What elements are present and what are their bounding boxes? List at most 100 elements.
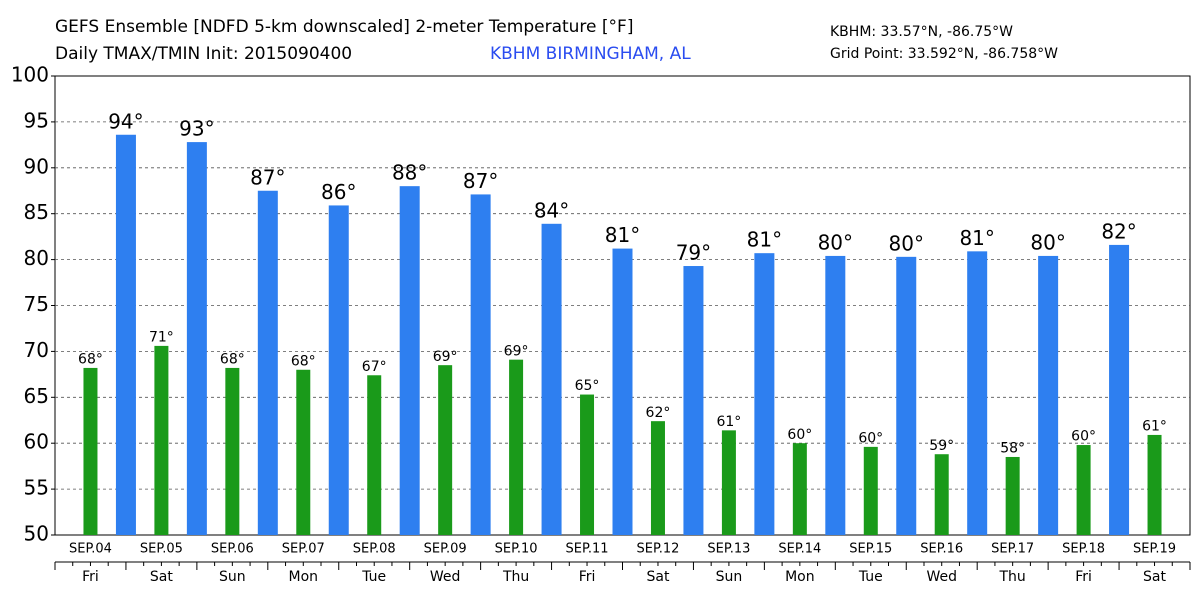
y-tick-label: 85 bbox=[24, 200, 49, 224]
bar bbox=[399, 186, 420, 535]
weekday-label: Fri bbox=[579, 569, 596, 585]
bar bbox=[257, 190, 278, 535]
weekday-label: Mon bbox=[785, 569, 815, 585]
bar bbox=[438, 365, 453, 535]
value-label: 61° bbox=[716, 414, 741, 430]
value-label: 94° bbox=[108, 109, 143, 133]
value-label: 93° bbox=[179, 117, 214, 141]
weekday-label: Thu bbox=[502, 569, 529, 585]
bar bbox=[296, 369, 311, 535]
x-tick-label: SEP.06 bbox=[211, 542, 254, 557]
value-label: 68° bbox=[291, 353, 316, 369]
x-tick-label: SEP.05 bbox=[140, 542, 183, 557]
bar bbox=[83, 367, 98, 535]
value-label: 60° bbox=[858, 430, 883, 446]
x-tick-label: SEP.07 bbox=[282, 542, 325, 557]
value-label: 84° bbox=[534, 198, 569, 222]
value-label: 82° bbox=[1101, 219, 1136, 243]
value-label: 86° bbox=[321, 180, 356, 204]
value-label: 60° bbox=[787, 427, 812, 443]
weekday-label: Fri bbox=[1075, 569, 1092, 585]
value-label: 80° bbox=[818, 230, 853, 254]
y-tick-label: 65 bbox=[24, 384, 49, 408]
x-tick-label: SEP.15 bbox=[849, 542, 892, 557]
value-label: 65° bbox=[575, 378, 600, 394]
x-tick-label: SEP.12 bbox=[636, 542, 679, 557]
weekday-label: Mon bbox=[289, 569, 319, 585]
value-label: 81° bbox=[747, 228, 782, 252]
value-label: 67° bbox=[362, 359, 387, 375]
value-label: 81° bbox=[959, 226, 994, 250]
bar bbox=[721, 430, 736, 535]
y-tick-label: 60 bbox=[24, 430, 49, 454]
value-label: 87° bbox=[463, 169, 498, 193]
value-label: 68° bbox=[220, 352, 245, 368]
value-label: 80° bbox=[889, 231, 924, 255]
y-tick-label: 90 bbox=[24, 154, 49, 178]
y-tick-label: 75 bbox=[24, 292, 49, 316]
bar bbox=[792, 443, 807, 535]
bar bbox=[1147, 434, 1162, 535]
bar bbox=[754, 253, 775, 535]
y-tick-label: 95 bbox=[24, 108, 49, 132]
value-label: 60° bbox=[1071, 429, 1096, 445]
x-tick-label: SEP.08 bbox=[353, 542, 396, 557]
bar bbox=[154, 345, 169, 535]
bar bbox=[225, 367, 240, 535]
bar bbox=[612, 248, 633, 536]
y-tick-label: 50 bbox=[24, 522, 49, 546]
weekday-label: Sat bbox=[646, 569, 669, 585]
bar bbox=[470, 194, 491, 535]
bar bbox=[1005, 456, 1020, 535]
station-name: KBHM BIRMINGHAM, AL bbox=[490, 44, 691, 64]
x-tick-label: SEP.04 bbox=[69, 542, 112, 557]
weekday-label: Sun bbox=[716, 569, 743, 585]
value-label: 61° bbox=[1142, 419, 1167, 435]
value-label: 69° bbox=[504, 343, 529, 359]
weekday-label: Sat bbox=[1143, 569, 1166, 585]
value-label: 58° bbox=[1000, 441, 1025, 457]
bar bbox=[541, 223, 562, 535]
bar bbox=[186, 142, 207, 535]
x-tick-label: SEP.18 bbox=[1062, 542, 1105, 557]
weekday-label: Fri bbox=[82, 569, 99, 585]
x-tick-label: SEP.09 bbox=[424, 542, 467, 557]
bar bbox=[328, 205, 349, 536]
y-tick-label: 80 bbox=[24, 246, 49, 270]
bar bbox=[1109, 244, 1130, 536]
chart-subtitle: Daily TMAX/TMIN Init: 2015090400 bbox=[55, 44, 352, 64]
x-tick-label: SEP.11 bbox=[566, 542, 609, 557]
bar bbox=[367, 375, 382, 535]
chart-title: GEFS Ensemble [NDFD 5-km downscaled] 2-m… bbox=[55, 17, 633, 37]
weekday-label: Sat bbox=[150, 569, 173, 585]
value-label: 80° bbox=[1030, 230, 1065, 254]
value-label: 79° bbox=[676, 241, 711, 265]
bar bbox=[683, 266, 704, 535]
value-label: 69° bbox=[433, 349, 458, 365]
y-tick-label: 70 bbox=[24, 338, 49, 362]
station-coords: KBHM: 33.57°N, -86.75°W bbox=[830, 24, 1013, 40]
value-label: 68° bbox=[78, 352, 103, 368]
value-label: 62° bbox=[646, 405, 671, 421]
bar bbox=[1076, 445, 1091, 535]
weekday-label: Tue bbox=[361, 569, 386, 585]
value-label: 81° bbox=[605, 223, 640, 247]
value-label: 59° bbox=[929, 438, 954, 454]
bar bbox=[580, 394, 595, 535]
x-tick-label: SEP.17 bbox=[991, 542, 1034, 557]
weekday-label: Tue bbox=[858, 569, 883, 585]
x-tick-label: SEP.16 bbox=[920, 542, 963, 557]
weekday-label: Wed bbox=[430, 569, 461, 585]
y-tick-label: 100 bbox=[11, 63, 49, 87]
value-label: 71° bbox=[149, 329, 174, 345]
bar bbox=[896, 256, 917, 535]
bar bbox=[509, 359, 524, 535]
value-label: 88° bbox=[392, 161, 427, 185]
weekday-label: Thu bbox=[999, 569, 1026, 585]
bar bbox=[115, 134, 136, 535]
bar bbox=[825, 255, 846, 536]
value-label: 87° bbox=[250, 165, 285, 189]
bar bbox=[650, 421, 665, 535]
bar bbox=[967, 251, 988, 535]
